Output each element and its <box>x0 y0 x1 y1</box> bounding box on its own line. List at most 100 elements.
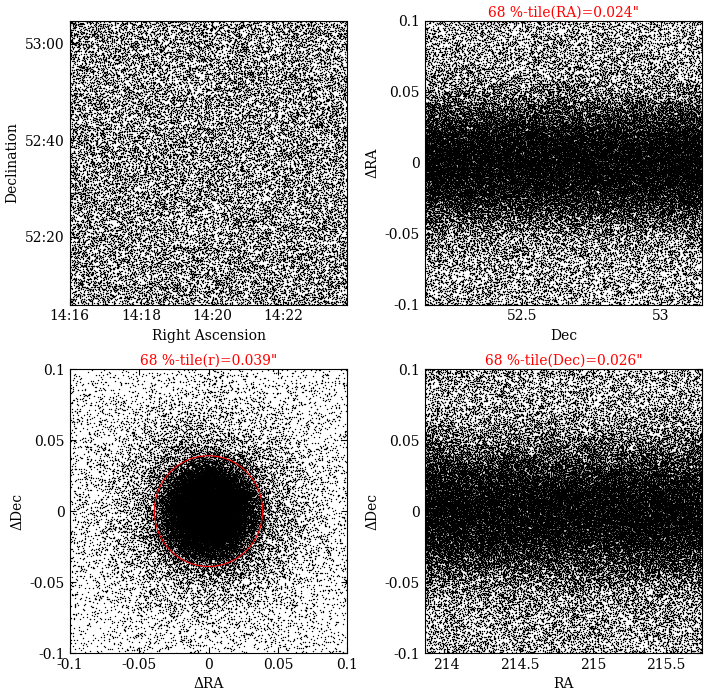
Point <box>530 639 541 650</box>
Point <box>189 510 200 521</box>
Point <box>518 162 530 174</box>
Point <box>518 491 529 502</box>
Point <box>547 97 558 108</box>
Point <box>643 146 654 158</box>
Point <box>689 206 700 217</box>
Point <box>574 141 586 152</box>
Point <box>684 531 695 542</box>
Point <box>172 518 183 529</box>
Point <box>598 526 610 537</box>
Point <box>518 137 530 148</box>
Point <box>534 118 545 130</box>
Point <box>195 530 206 541</box>
Point <box>456 224 467 236</box>
Point <box>499 465 510 476</box>
Point <box>90 397 101 408</box>
Point <box>578 523 590 534</box>
Point <box>520 608 531 619</box>
Point <box>631 299 642 310</box>
Point <box>685 26 697 37</box>
Point <box>530 162 542 173</box>
Point <box>680 498 692 510</box>
Point <box>429 147 440 158</box>
Point <box>228 490 239 501</box>
Point <box>594 517 605 528</box>
Point <box>653 125 664 136</box>
Point <box>217 496 229 507</box>
Point <box>196 153 207 164</box>
Point <box>173 588 184 599</box>
Point <box>629 165 640 176</box>
Point <box>512 385 523 396</box>
Point <box>493 284 504 295</box>
Point <box>559 459 570 470</box>
Point <box>610 197 621 208</box>
Point <box>448 199 459 210</box>
Point <box>218 511 229 522</box>
Point <box>213 505 224 516</box>
Point <box>427 504 438 515</box>
Point <box>221 227 232 238</box>
Point <box>169 525 181 536</box>
Point <box>675 482 687 493</box>
Point <box>658 551 669 562</box>
Point <box>64 223 76 234</box>
Point <box>144 581 155 592</box>
Point <box>484 155 495 167</box>
Point <box>481 98 493 109</box>
Point <box>207 409 219 420</box>
Point <box>238 498 249 509</box>
Point <box>630 48 641 59</box>
Point <box>666 547 677 558</box>
Point <box>232 120 244 131</box>
Point <box>515 107 526 118</box>
Point <box>606 120 617 131</box>
Point <box>464 151 476 162</box>
Point <box>697 204 708 215</box>
Point <box>491 210 503 222</box>
Point <box>423 160 435 171</box>
Point <box>659 280 670 291</box>
Point <box>439 158 450 169</box>
Point <box>236 464 248 475</box>
Point <box>554 140 565 151</box>
Point <box>574 519 586 530</box>
Point <box>462 466 474 477</box>
Point <box>200 478 212 489</box>
Point <box>287 67 298 78</box>
Point <box>319 59 330 70</box>
Point <box>212 524 223 535</box>
Point <box>219 272 231 283</box>
Point <box>334 36 346 47</box>
Point <box>484 146 495 158</box>
Point <box>483 187 494 199</box>
Point <box>510 180 521 191</box>
Point <box>201 483 212 494</box>
Point <box>169 186 180 197</box>
Point <box>217 503 228 514</box>
Point <box>190 474 201 485</box>
Point <box>171 489 183 500</box>
Point <box>172 526 183 537</box>
Point <box>461 496 472 507</box>
Point <box>441 155 452 167</box>
Point <box>440 621 451 632</box>
Point <box>173 516 184 527</box>
Point <box>642 160 653 171</box>
Point <box>587 190 598 201</box>
Point <box>679 490 690 501</box>
Point <box>151 227 162 238</box>
Point <box>216 493 227 505</box>
Point <box>201 523 212 534</box>
Point <box>510 450 521 461</box>
Point <box>591 493 603 505</box>
Point <box>217 518 228 529</box>
Point <box>329 147 341 158</box>
Point <box>182 521 193 532</box>
Point <box>524 289 535 300</box>
Point <box>613 247 624 258</box>
Point <box>152 546 163 558</box>
Point <box>656 110 667 121</box>
Point <box>563 494 574 505</box>
Point <box>548 82 559 93</box>
